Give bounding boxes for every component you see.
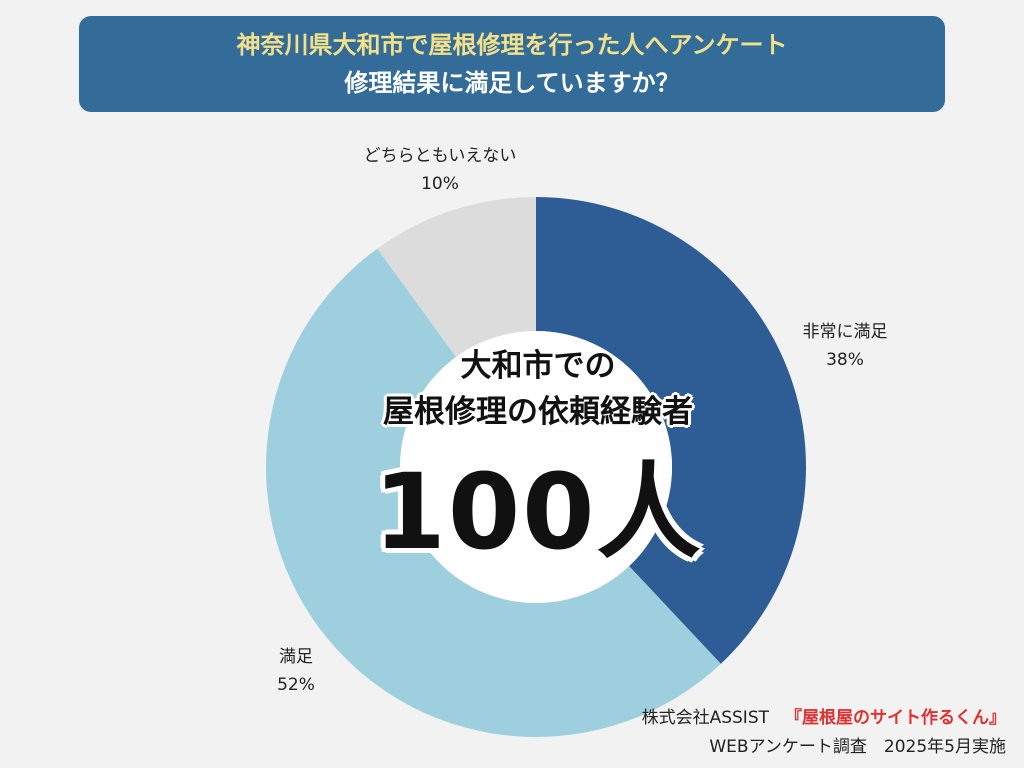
- title-banner: 神奈川県大和市で屋根修理を行った人へアンケート 修理結果に満足していますか？: [79, 16, 945, 112]
- slice-very-satisfied: [536, 197, 806, 664]
- company-name: 株式会社ASSIST: [641, 708, 769, 728]
- slice-value-satisfied: 52%: [277, 675, 315, 695]
- donut-hole: [400, 331, 672, 603]
- slice-name-satisfied: 満足: [279, 647, 313, 667]
- brand-name: 『屋根屋のサイト作るくん』: [785, 708, 1006, 728]
- respondent-count: 100人: [373, 451, 703, 573]
- slice-label-satisfied: 満足 52%: [256, 643, 336, 699]
- slice-satisfied: [265, 248, 721, 738]
- slice-label-neutral: どちらともいえない 10%: [335, 142, 545, 198]
- slice-name-neutral: どちらともいえない: [363, 146, 517, 166]
- center-line-2: 屋根修理の依頼経験者: [383, 394, 693, 430]
- credit-line-1: 株式会社ASSIST 『屋根屋のサイト作るくん』: [642, 703, 1006, 733]
- slice-value-very-satisfied: 38%: [826, 350, 864, 370]
- slice-value-neutral: 10%: [421, 174, 459, 194]
- title-line-1: 神奈川県大和市で屋根修理を行った人へアンケート: [236, 31, 788, 59]
- credit-line-2: WEBアンケート調査 2025年5月実施: [709, 737, 1006, 757]
- slice-label-very-satisfied: 非常に満足 38%: [790, 318, 900, 374]
- center-line-1: 大和市での: [460, 348, 616, 384]
- slice-name-very-satisfied: 非常に満足: [802, 322, 888, 342]
- slice-neutral: [377, 197, 536, 357]
- title-line-2: 修理結果に満足していますか？: [344, 69, 680, 97]
